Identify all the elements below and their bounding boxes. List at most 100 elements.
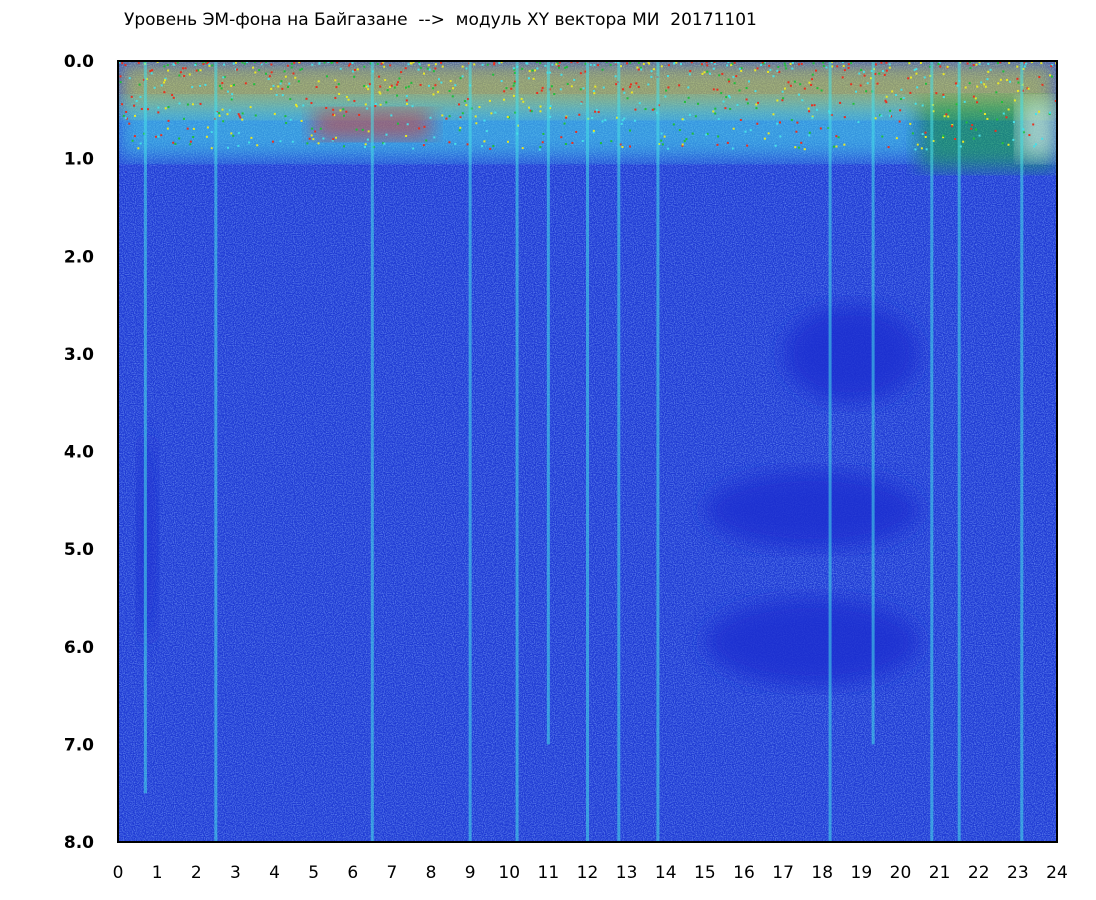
high-level-speck: [300, 119, 303, 122]
high-level-speck: [876, 82, 879, 85]
high-level-speck: [327, 61, 330, 64]
high-level-speck: [749, 129, 752, 132]
high-level-speck: [551, 63, 554, 66]
high-level-speck: [186, 127, 189, 130]
high-level-speck: [475, 122, 478, 125]
high-level-speck: [966, 62, 969, 65]
high-level-speck: [118, 61, 121, 64]
high-level-speck: [575, 130, 578, 133]
high-level-speck: [529, 109, 532, 112]
high-level-speck: [1038, 76, 1041, 79]
high-level-speck: [332, 108, 335, 111]
high-level-speck: [634, 108, 637, 111]
high-level-speck: [312, 138, 315, 141]
high-level-speck: [325, 106, 328, 109]
high-level-speck: [366, 138, 369, 141]
high-level-speck: [244, 82, 247, 85]
high-level-speck: [913, 68, 916, 71]
high-level-speck: [647, 61, 650, 64]
high-level-speck: [338, 92, 341, 95]
high-level-speck: [996, 62, 999, 65]
high-level-speck: [267, 78, 270, 81]
high-level-speck: [405, 102, 408, 105]
high-level-speck: [1012, 121, 1015, 124]
high-level-speck: [506, 115, 509, 118]
high-level-speck: [579, 88, 582, 91]
high-level-speck: [273, 112, 276, 115]
high-level-speck: [541, 141, 544, 144]
high-level-speck: [434, 63, 437, 66]
high-level-speck: [812, 62, 815, 65]
high-level-speck: [978, 62, 981, 65]
high-level-speck: [640, 66, 643, 69]
high-level-speck: [512, 84, 515, 87]
high-level-speck: [396, 122, 399, 125]
high-level-speck: [800, 62, 803, 65]
high-level-speck: [890, 115, 893, 118]
vertical-streak: [143, 61, 147, 794]
high-level-speck: [400, 71, 403, 74]
high-level-speck: [317, 142, 320, 145]
high-level-speck: [270, 87, 273, 90]
high-level-speck: [974, 128, 977, 131]
x-tick-label: 21: [929, 863, 951, 883]
high-level-speck: [808, 131, 811, 134]
high-level-speck: [688, 113, 691, 116]
high-level-speck: [528, 70, 531, 73]
high-level-speck: [939, 65, 942, 68]
high-level-speck: [157, 111, 160, 114]
high-level-speck: [385, 101, 388, 104]
high-level-speck: [1001, 101, 1004, 104]
high-level-speck: [855, 90, 858, 93]
high-level-speck: [995, 91, 998, 94]
high-level-speck: [297, 80, 300, 83]
high-level-speck: [811, 115, 814, 118]
high-level-speck: [614, 75, 617, 78]
dark-zone: [783, 305, 921, 403]
high-level-speck: [852, 102, 855, 105]
high-level-speck: [318, 61, 321, 64]
high-level-speck: [907, 77, 910, 80]
high-level-speck: [794, 146, 797, 149]
high-level-speck: [932, 140, 935, 143]
high-level-speck: [358, 113, 361, 116]
high-level-speck: [1016, 77, 1019, 80]
high-level-speck: [651, 108, 654, 111]
high-level-speck: [565, 116, 568, 119]
high-level-speck: [347, 98, 350, 101]
high-level-speck: [683, 140, 686, 143]
high-level-speck: [573, 78, 576, 81]
high-level-speck: [777, 65, 780, 68]
high-level-speck: [565, 66, 568, 69]
high-level-speck: [376, 62, 379, 65]
high-level-speck: [1005, 116, 1008, 119]
high-level-speck: [342, 114, 345, 117]
high-level-speck: [795, 130, 798, 133]
high-level-speck: [241, 61, 244, 64]
high-level-speck: [166, 64, 169, 67]
x-tick-label: 17: [772, 863, 794, 883]
high-level-speck: [564, 66, 567, 69]
high-level-speck: [916, 143, 919, 146]
high-level-speck: [189, 140, 192, 143]
high-level-speck: [498, 61, 501, 64]
high-level-speck: [898, 120, 901, 123]
x-tick-label: 13: [616, 863, 638, 883]
high-level-speck: [493, 63, 496, 66]
high-level-speck: [580, 102, 583, 105]
high-level-speck: [629, 61, 632, 64]
high-level-speck: [1022, 67, 1025, 70]
vertical-streak: [586, 61, 589, 842]
high-level-speck: [781, 99, 784, 102]
high-level-speck: [381, 61, 384, 64]
high-level-speck: [1034, 143, 1037, 146]
high-level-speck: [298, 61, 301, 64]
high-level-speck: [816, 87, 819, 90]
high-level-speck: [254, 114, 257, 117]
high-level-speck: [983, 112, 986, 115]
high-level-speck: [536, 67, 539, 70]
high-level-speck: [705, 133, 708, 136]
high-level-speck: [539, 105, 542, 108]
high-level-speck: [907, 61, 910, 64]
high-level-speck: [601, 68, 604, 71]
